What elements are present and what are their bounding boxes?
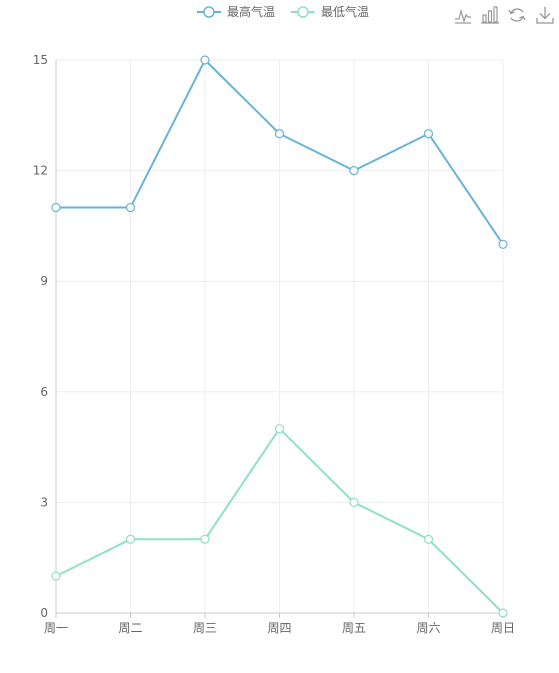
- data-point[interactable]: [125, 202, 136, 213]
- bar-chart-icon[interactable]: [481, 6, 499, 24]
- data-point[interactable]: [498, 239, 508, 249]
- data-point[interactable]: [51, 571, 61, 581]
- y-tick-label: 3: [40, 495, 48, 509]
- series-layer: [51, 55, 508, 618]
- y-tick-label: 12: [33, 164, 48, 178]
- y-tick-label: 0: [40, 606, 48, 620]
- grid: [55, 59, 504, 613]
- series-1: [51, 424, 508, 618]
- download-icon[interactable]: [536, 6, 554, 24]
- y-tick-label: 9: [40, 274, 48, 288]
- legend: 最高气温 最低气温: [197, 4, 369, 19]
- data-point[interactable]: [423, 534, 434, 544]
- restore-icon[interactable]: [508, 6, 526, 24]
- data-point[interactable]: [274, 129, 285, 139]
- x-axis: 周一 周二 周三 周四 周五 周六 周日: [44, 612, 515, 635]
- data-point[interactable]: [200, 534, 210, 544]
- series-0: [51, 55, 508, 249]
- data-point[interactable]: [423, 129, 434, 139]
- data-point[interactable]: [349, 497, 359, 507]
- x-tick-label: 周一: [44, 621, 68, 635]
- legend-marker: [297, 6, 309, 18]
- line-chart-icon[interactable]: [454, 6, 472, 24]
- legend-marker: [203, 6, 215, 18]
- data-point[interactable]: [498, 608, 508, 618]
- x-tick-label: 周三: [193, 621, 217, 635]
- legend-label: 最高气温: [227, 4, 275, 19]
- data-point[interactable]: [349, 166, 359, 176]
- legend-item-1[interactable]: 最低气温: [291, 4, 369, 19]
- legend-label: 最低气温: [321, 4, 369, 19]
- data-point[interactable]: [125, 534, 136, 544]
- x-tick-label: 周日: [491, 621, 515, 635]
- y-axis: 0 3 6 9 12 15: [33, 53, 57, 620]
- y-tick-label: 15: [33, 53, 48, 67]
- toolbox: [454, 6, 554, 24]
- x-tick-label: 周四: [267, 621, 291, 635]
- y-tick-label: 6: [40, 385, 48, 399]
- data-point[interactable]: [51, 202, 61, 213]
- x-tick-label: 周二: [118, 621, 142, 635]
- data-point[interactable]: [274, 424, 285, 434]
- x-tick-label: 周六: [416, 621, 440, 635]
- x-tick-label: 周五: [342, 621, 366, 635]
- legend-item-0[interactable]: 最高气温: [197, 4, 275, 19]
- data-point[interactable]: [200, 55, 210, 65]
